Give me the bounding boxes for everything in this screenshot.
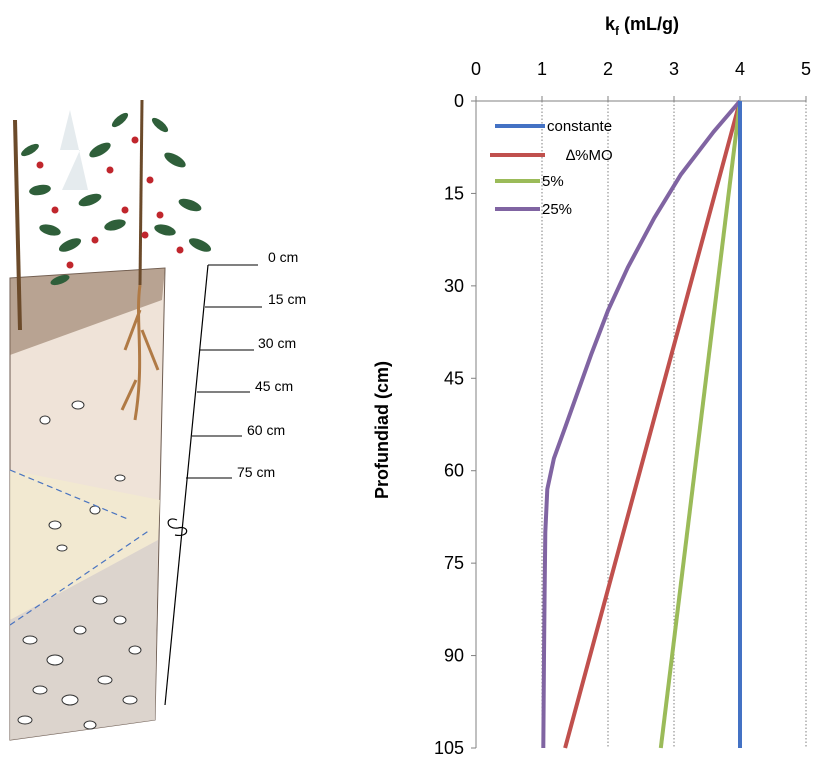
x-tick-labels: 0 1 2 3 4 5 [471, 59, 811, 79]
y-tick-label: 105 [434, 738, 464, 758]
y-tick-label: 75 [444, 553, 464, 573]
depth-label: 75 cm [237, 464, 275, 480]
foliage [21, 112, 212, 286]
x-tick-label: 1 [537, 59, 547, 79]
x-tick-label: 4 [735, 59, 745, 79]
y-tick-label: 15 [444, 183, 464, 203]
y-axis-title: Profundiad (cm) [372, 361, 392, 499]
series-line-1 [563, 100, 742, 749]
y-tick-label: 90 [444, 646, 464, 666]
series-lines [541, 99, 742, 749]
depth-probe [164, 264, 209, 706]
plant-stem [13, 119, 22, 331]
series-line-3 [541, 99, 742, 749]
legend-label: constante [547, 118, 612, 135]
soil-profile-illustration: 0 cm 15 cm 30 cm 45 cm 60 cm 75 cm [9, 99, 306, 741]
subsoil-layer [10, 470, 160, 620]
x-axis-title: kf (mL/g) [605, 14, 679, 38]
y-tick-label: 45 [444, 368, 464, 388]
x-tick-label: 5 [801, 59, 811, 79]
axes [471, 96, 807, 749]
legend: constante ∆%MO5% 25% [490, 118, 613, 218]
x-tick-label: 0 [471, 59, 481, 79]
y-tick-label: 0 [454, 91, 464, 111]
legend-label: 25% [542, 201, 572, 218]
horizon-line [9, 529, 151, 626]
coffee-cherries [36, 136, 184, 269]
legend-label: ∆%MO [566, 147, 613, 164]
x-tick-label: 3 [669, 59, 679, 79]
y-tick-label: 30 [444, 276, 464, 296]
background-tree [60, 110, 88, 190]
depth-label: 15 cm [268, 291, 306, 307]
horizon-line [9, 469, 131, 521]
plant-stem [138, 99, 144, 286]
probe-wave [167, 518, 188, 537]
rocks [17, 400, 142, 730]
depth-label: 30 cm [258, 335, 296, 351]
series-line-2 [658, 100, 742, 749]
y-tick-label: 60 [444, 461, 464, 481]
depth-label: 60 cm [247, 422, 285, 438]
depth-label: 0 cm [268, 249, 298, 265]
depth-label: 45 cm [255, 378, 293, 394]
legend-label: 5% [542, 173, 564, 190]
y-tick-labels: 0 15 30 45 60 75 90 105 [434, 91, 464, 758]
root [120, 284, 160, 421]
x-tick-label: 2 [603, 59, 613, 79]
topsoil-layer [10, 268, 165, 355]
